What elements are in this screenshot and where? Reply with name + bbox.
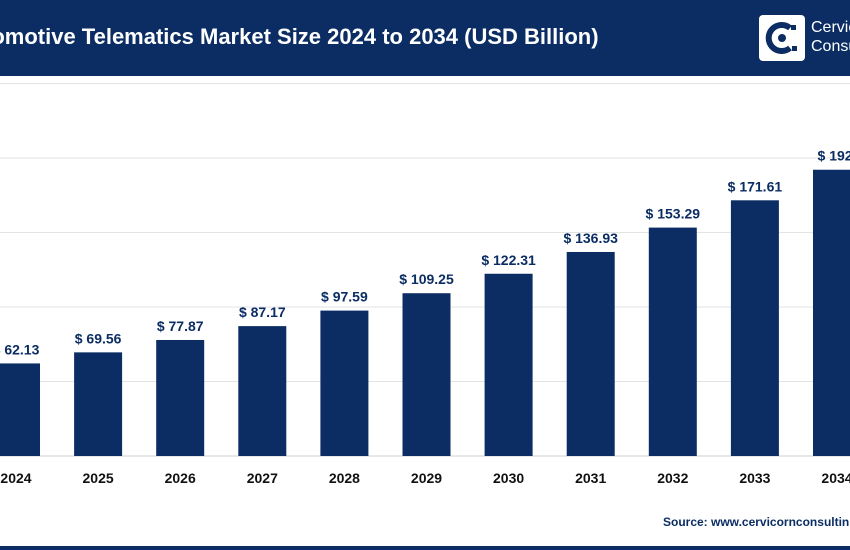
x-tick-label: 2030 xyxy=(493,470,524,486)
logo-mark xyxy=(765,22,797,54)
bar xyxy=(648,227,697,456)
chart-title: tomotive Telematics Market Size 2024 to … xyxy=(0,24,599,49)
data-label: $ 69.56 xyxy=(75,330,122,346)
data-label: $ 87.17 xyxy=(239,304,286,320)
data-label: $ 97.59 xyxy=(321,289,368,305)
data-label: $ 192. xyxy=(818,148,850,164)
data-labels: $ 62.13 $ 69.56 $ 77.87 $ 87.17 $ 97.59 $ 109… xyxy=(0,148,850,358)
bar xyxy=(74,352,123,456)
brand-name: Cervic Consu xyxy=(811,18,850,56)
bar-chart: $ 62.13 $ 69.56 $ 77.87 $ 87.17 $ 97.59 $ 109… xyxy=(0,83,850,486)
bar xyxy=(238,326,287,456)
bar xyxy=(402,293,451,456)
bar xyxy=(156,339,205,456)
brand-line-1: Cervic xyxy=(811,19,850,36)
x-tick-label: 2024 xyxy=(0,470,31,486)
data-label: $ 136.93 xyxy=(563,230,618,246)
x-tick-label: 2027 xyxy=(247,470,278,486)
x-tick-label: 2031 xyxy=(575,470,606,486)
x-tick-label: 2028 xyxy=(329,470,360,486)
data-label: $ 153.29 xyxy=(646,206,701,222)
x-tick-label: 2026 xyxy=(165,470,196,486)
data-label: $ 171.61 xyxy=(728,178,783,194)
bar xyxy=(484,273,533,456)
bar xyxy=(813,169,850,456)
data-label: $ 77.87 xyxy=(157,318,204,334)
bottom-rule xyxy=(0,546,850,550)
title-banner: tomotive Telematics Market Size 2024 to … xyxy=(0,0,850,76)
brand-line-2: Consu xyxy=(811,38,850,55)
bar xyxy=(320,310,369,456)
bar xyxy=(0,363,40,456)
x-axis-tick-labels: 2024 2025 2026 2027 2028 2029 2030 2031 2032 2033… xyxy=(0,470,850,486)
x-tick-label: 2032 xyxy=(657,470,688,486)
source-note: Source: www.cervicornconsultin xyxy=(663,515,850,529)
x-tick-label: 2034 xyxy=(821,470,850,486)
cervicorn-logo-icon xyxy=(759,15,805,61)
bar xyxy=(730,200,779,456)
data-label: $ 122.31 xyxy=(481,252,536,268)
x-tick-label: 2033 xyxy=(739,470,770,486)
x-tick-label: 2025 xyxy=(83,470,114,486)
data-label: $ 109.25 xyxy=(399,271,454,287)
data-label: $ 62.13 xyxy=(0,341,40,357)
bar-series xyxy=(0,169,850,456)
bar xyxy=(566,251,615,456)
x-tick-label: 2029 xyxy=(411,470,442,486)
